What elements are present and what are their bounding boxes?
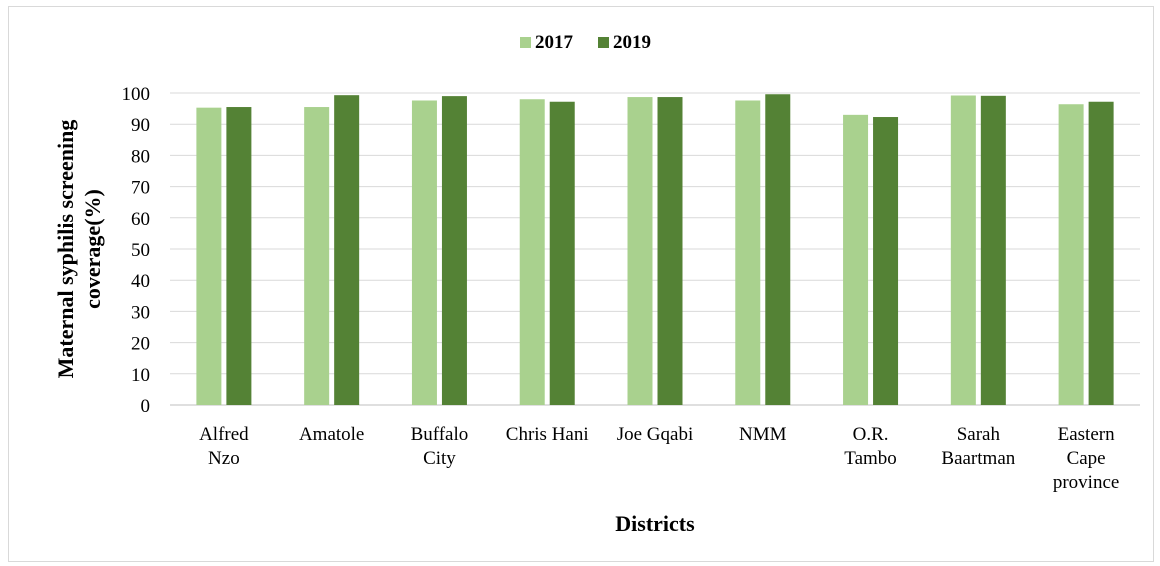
legend-label: 2019 [613, 32, 651, 53]
y-tick-label: 40 [131, 271, 150, 292]
bar-2017 [627, 97, 653, 405]
bar-2019 [226, 107, 252, 405]
bar-2017 [519, 99, 545, 406]
x-tick-label: Buffalo City [411, 424, 469, 469]
bar-2017 [1058, 104, 1084, 406]
bar-2017 [735, 100, 761, 405]
bar-2019 [334, 95, 360, 406]
y-axis-title-text: Maternal syphilis screeningcoverage(%) [53, 120, 105, 379]
bar-2017 [304, 107, 330, 405]
x-tick-label: Amatole [299, 424, 364, 445]
y-tick-label: 80 [131, 146, 150, 167]
y-tick-label: 90 [131, 115, 150, 136]
bar-2017 [196, 107, 222, 405]
x-tick-label: Joe Gqabi [617, 424, 694, 445]
y-tick-labels: 0 10 20 30 40 50 60 70 80 90 100 [122, 84, 151, 417]
x-tick-label: Chris Hani [506, 424, 589, 445]
x-tick-label: O.R. Tambo [844, 424, 897, 469]
legend-swatch [520, 37, 531, 48]
bar-2019 [765, 94, 791, 406]
y-axis-title: Maternal syphilis screeningcoverage(%) [53, 120, 105, 379]
x-axis-title: Districts [615, 511, 695, 536]
x-tick-label: Eastern Cape province [1053, 424, 1119, 493]
legend: 2017 2019 [520, 32, 651, 53]
y-tick-label: 70 [131, 178, 150, 199]
bar-2019 [1088, 101, 1114, 406]
y-tick-label: 10 [131, 365, 150, 386]
bars [196, 94, 1114, 406]
y-tick-label: 100 [122, 84, 151, 105]
x-tick-label: NMM [739, 424, 787, 445]
x-tick-labels: Alfred Nzo Amatole Buffalo City Chris Hani Joe… [199, 424, 1119, 493]
y-tick-label: 0 [141, 396, 151, 417]
bar-2017 [843, 114, 869, 405]
bar-2019 [441, 96, 467, 406]
y-tick-label: 50 [131, 240, 150, 261]
legend-swatch [598, 37, 609, 48]
bar-2017 [411, 100, 437, 405]
x-tick-label: Sarah Baartman [941, 424, 1015, 469]
gridlines [170, 92, 1140, 406]
bar-2019 [657, 97, 683, 405]
x-tick-label: Alfred Nzo [199, 424, 249, 469]
y-tick-label: 20 [131, 334, 150, 355]
y-tick-label: 60 [131, 209, 150, 230]
y-tick-label: 30 [131, 302, 150, 323]
legend-label: 2017 [535, 32, 574, 53]
bar-2019 [873, 117, 899, 406]
bar-2019 [549, 101, 575, 406]
bar-2019 [980, 95, 1006, 406]
bar-2017 [950, 95, 976, 405]
